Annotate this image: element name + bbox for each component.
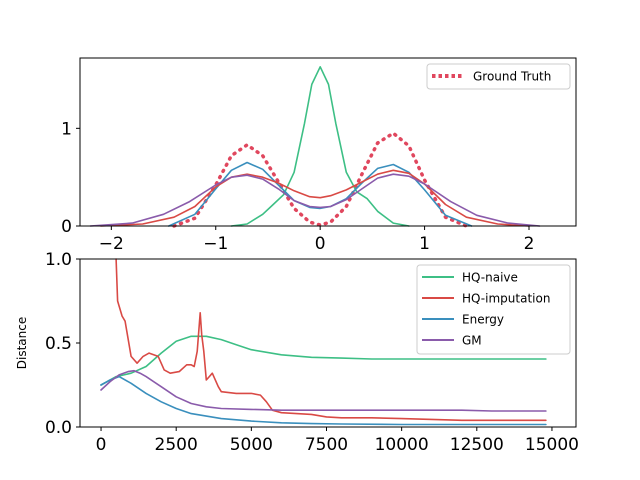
bottom-series-energy bbox=[100, 375, 547, 426]
top-plot-lines bbox=[89, 66, 541, 228]
top-series-curve-2 bbox=[230, 66, 410, 227]
bottom-y-tick-label: 1.0 bbox=[45, 250, 72, 270]
top-plot: −2 −1 0 1 2 01 Ground Truth bbox=[61, 57, 577, 254]
top-x-tick-label: −2 bbox=[99, 234, 124, 254]
bottom-series-hq-imputation bbox=[115, 258, 547, 422]
top-y-tick-label: 0 bbox=[61, 217, 72, 237]
bottom-y-tick-label: 0.0 bbox=[45, 418, 72, 438]
top-y-tick-label: 1 bbox=[61, 119, 72, 139]
bottom-x-axis: 0 2500 5000 7500 10000 12500 15000 bbox=[96, 427, 579, 455]
bottom-x-tick-label: 5000 bbox=[230, 435, 273, 455]
bottom-y-axis-label: Distance bbox=[15, 317, 29, 369]
top-x-tick-label: −1 bbox=[203, 234, 228, 254]
legend-label-hq-naive: HQ-naive bbox=[462, 271, 518, 285]
top-legend-box bbox=[426, 63, 571, 90]
legend-label-gm: GM bbox=[462, 334, 482, 348]
bottom-x-tick-label: 7500 bbox=[305, 435, 348, 455]
top-series-curve-4 bbox=[100, 169, 530, 227]
bottom-x-tick-label: 0 bbox=[96, 435, 107, 455]
bottom-legend: HQ-naive HQ-imputation Energy GM bbox=[416, 264, 571, 355]
bottom-series-gm bbox=[100, 369, 547, 412]
top-series-curve-3 bbox=[168, 161, 473, 227]
bottom-y-tick-label: 0.5 bbox=[45, 334, 72, 354]
bottom-x-tick-label: 15000 bbox=[525, 435, 579, 455]
top-plot-frame bbox=[79, 57, 577, 227]
bottom-x-tick-label: 2500 bbox=[155, 435, 198, 455]
bottom-x-tick-label: 12500 bbox=[450, 435, 504, 455]
top-x-tick-label: 2 bbox=[524, 234, 535, 254]
bottom-legend-box bbox=[416, 264, 571, 355]
legend-label-energy: Energy bbox=[462, 313, 504, 327]
top-legend: Ground Truth bbox=[426, 63, 571, 90]
top-x-axis: −2 −1 0 1 2 bbox=[99, 226, 535, 254]
bottom-plot-lines bbox=[100, 258, 547, 426]
bottom-plot: 0 2500 5000 7500 10000 12500 15000 0.0 0.5 1.0 D… bbox=[15, 250, 579, 455]
legend-label-ground-truth: Ground Truth bbox=[473, 70, 551, 84]
top-x-tick-label: 1 bbox=[419, 234, 430, 254]
bottom-series-hq-naive bbox=[100, 335, 547, 386]
top-x-tick-label: 0 bbox=[315, 234, 326, 254]
bottom-y-axis: 0.0 0.5 1.0 bbox=[45, 250, 80, 438]
bottom-x-tick-label: 10000 bbox=[375, 435, 429, 455]
top-y-axis: 01 bbox=[61, 119, 80, 237]
top-series-curve-5 bbox=[89, 173, 541, 227]
top-series-ground-truth bbox=[172, 131, 469, 228]
legend-label-hq-imputation: HQ-imputation bbox=[462, 292, 550, 306]
